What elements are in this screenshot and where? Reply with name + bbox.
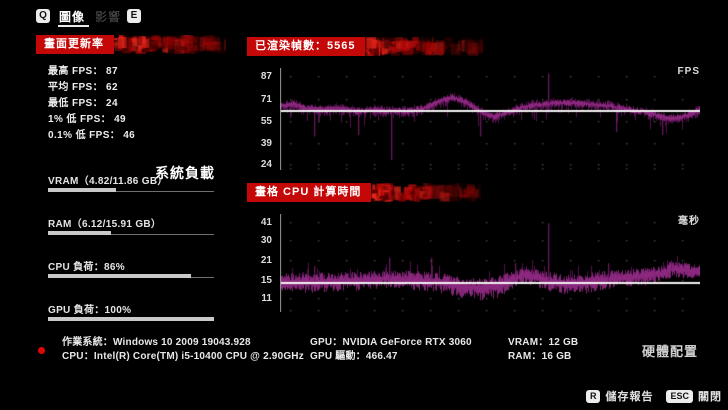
- tab-graphics[interactable]: 圖像: [58, 8, 89, 27]
- fps-axis-tick: 71: [260, 94, 272, 105]
- rendered-frames-header: 已渲染幀數：5565: [247, 37, 484, 56]
- stat-label: 最低 FPS：: [48, 98, 104, 109]
- active-tab-underline: [58, 25, 89, 27]
- key-q-badge[interactable]: Q: [36, 9, 50, 23]
- stat-value: 62: [106, 82, 118, 93]
- save-report-button[interactable]: R 儲存報告: [585, 388, 654, 404]
- stat-01pct-low-fps: 0.1% 低 FPS： 46: [48, 126, 135, 141]
- close-label: 關閉: [698, 391, 722, 403]
- stat-value: 46: [123, 130, 136, 141]
- status-dot: [38, 347, 45, 354]
- gpu-driver-info: GPU 驅動：466.47: [310, 351, 398, 362]
- fps-panel-header: 畫面更新率: [36, 35, 226, 54]
- save-report-label: 儲存報告: [605, 391, 654, 403]
- ram-meter-bar: [48, 231, 214, 235]
- ms-axis-tick: 41: [260, 217, 272, 228]
- gpu-load-meter-label: GPU 負荷：100%: [48, 305, 132, 316]
- frametime-chart-canvas: [280, 214, 700, 312]
- meter-track: [48, 191, 214, 192]
- tab-graphics-label: 圖像: [59, 10, 86, 24]
- system-load-title: 系統負載: [155, 165, 215, 181]
- fps-axis-tick: 87: [260, 71, 272, 82]
- ms-axis-tick: 21: [260, 255, 272, 266]
- vram-meter-label: VRAM（4.82/11.86 GB）: [48, 176, 168, 187]
- ms-axis-tick: 11: [261, 293, 272, 304]
- stat-label: 0.1% 低 FPS：: [48, 130, 121, 141]
- fps-chart-canvas: [280, 68, 700, 170]
- tab-audio-video-label: 影響: [95, 10, 122, 24]
- frametime-header: 畫格 CPU 計算時間: [247, 183, 482, 202]
- vram-info: VRAM：12 GB: [508, 337, 579, 348]
- stat-min-fps: 最低 FPS： 24: [48, 94, 118, 109]
- tab-audio-video[interactable]: 影響: [95, 8, 121, 25]
- fps-panel-title: 畫面更新率: [36, 35, 114, 54]
- glitch-decoration: [365, 37, 484, 56]
- stat-value: 49: [114, 114, 126, 125]
- meter-fill: [48, 274, 191, 278]
- meter-fill: [48, 317, 214, 321]
- footer-actions: R 儲存報告 ESC 關閉: [585, 388, 722, 404]
- glitch-decoration: [371, 183, 482, 202]
- stat-value: 24: [106, 98, 118, 109]
- fps-axis-tick: 55: [260, 116, 272, 127]
- rendered-frames-title: 已渲染幀數：5565: [247, 37, 366, 56]
- close-button[interactable]: ESC 關閉: [666, 388, 722, 404]
- ms-axis-tick: 15: [260, 275, 272, 286]
- key-r-badge: R: [585, 389, 601, 403]
- stat-label: 1% 低 FPS：: [48, 114, 112, 125]
- fps-axis-tick: 24: [260, 159, 272, 170]
- vram-meter-bar: [48, 188, 214, 192]
- gpu-info: GPU：NVIDIA GeForce RTX 3060: [310, 337, 472, 348]
- fps-axis-tick: 39: [260, 138, 272, 149]
- ms-axis-tick: 30: [260, 235, 272, 246]
- stat-max-fps: 最高 FPS： 87: [48, 62, 118, 77]
- key-esc-badge: ESC: [666, 389, 693, 403]
- cpu-load-meter-label: CPU 負荷：86%: [48, 262, 125, 273]
- cpu-load-meter-bar: [48, 274, 214, 278]
- stat-value: 87: [106, 66, 118, 77]
- ram-info: RAM：16 GB: [508, 351, 572, 362]
- hardware-config-title: 硬體配置: [641, 344, 698, 359]
- key-e-badge[interactable]: E: [127, 9, 141, 23]
- stat-1pct-low-fps: 1% 低 FPS： 49: [48, 110, 126, 125]
- meter-fill: [48, 231, 112, 235]
- frametime-title: 畫格 CPU 計算時間: [247, 183, 372, 202]
- stat-label: 最高 FPS：: [48, 66, 104, 77]
- gpu-load-meter-bar: [48, 317, 214, 321]
- ram-meter-label: RAM（6.12/15.91 GB）: [48, 219, 162, 230]
- meter-track: [48, 234, 214, 235]
- cpu-info: CPU：Intel(R) Core(TM) i5-10400 CPU @ 2.9…: [62, 351, 304, 362]
- os-info: 作業系統：Windows 10 2009 19043.928: [62, 337, 251, 348]
- stat-label: 平均 FPS：: [48, 82, 104, 93]
- stat-avg-fps: 平均 FPS： 62: [48, 78, 118, 93]
- meter-fill: [48, 188, 117, 192]
- glitch-decoration: [114, 35, 226, 54]
